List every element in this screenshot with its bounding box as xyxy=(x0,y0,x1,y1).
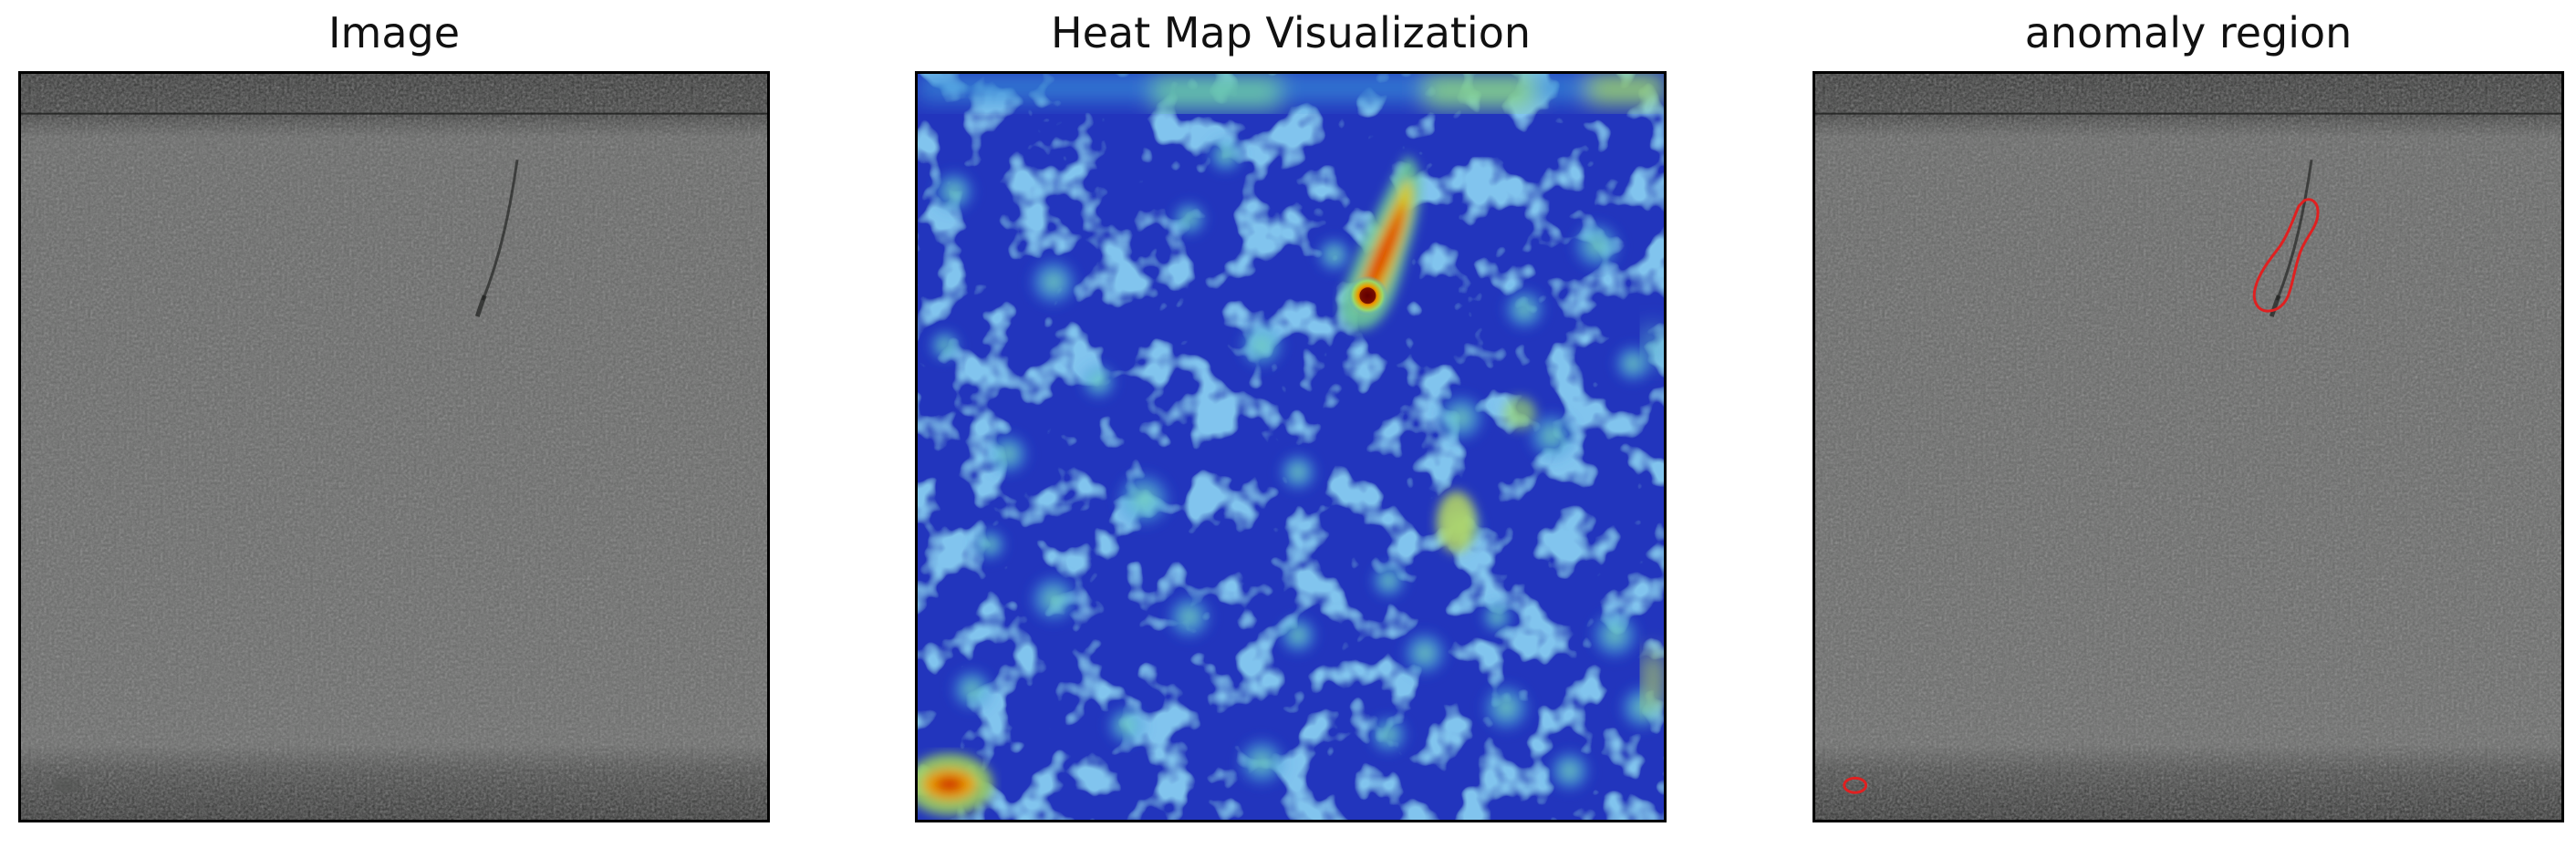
original-surface-image xyxy=(21,74,767,820)
heatmap-panel xyxy=(915,71,1667,822)
anomaly-contour-scratch xyxy=(2252,198,2320,313)
heatmap-visualization xyxy=(918,74,1664,820)
anomaly-region-image xyxy=(1815,74,2561,820)
original-image-panel xyxy=(18,71,770,822)
panel-title-image: Image xyxy=(327,8,461,57)
anomaly-contour-corner xyxy=(1843,776,1868,794)
anomaly-region-panel xyxy=(1813,71,2564,822)
panel-title-heatmap: Heat Map Visualization xyxy=(1051,8,1531,57)
panel-title-anomaly-region: anomaly region xyxy=(2024,8,2353,57)
